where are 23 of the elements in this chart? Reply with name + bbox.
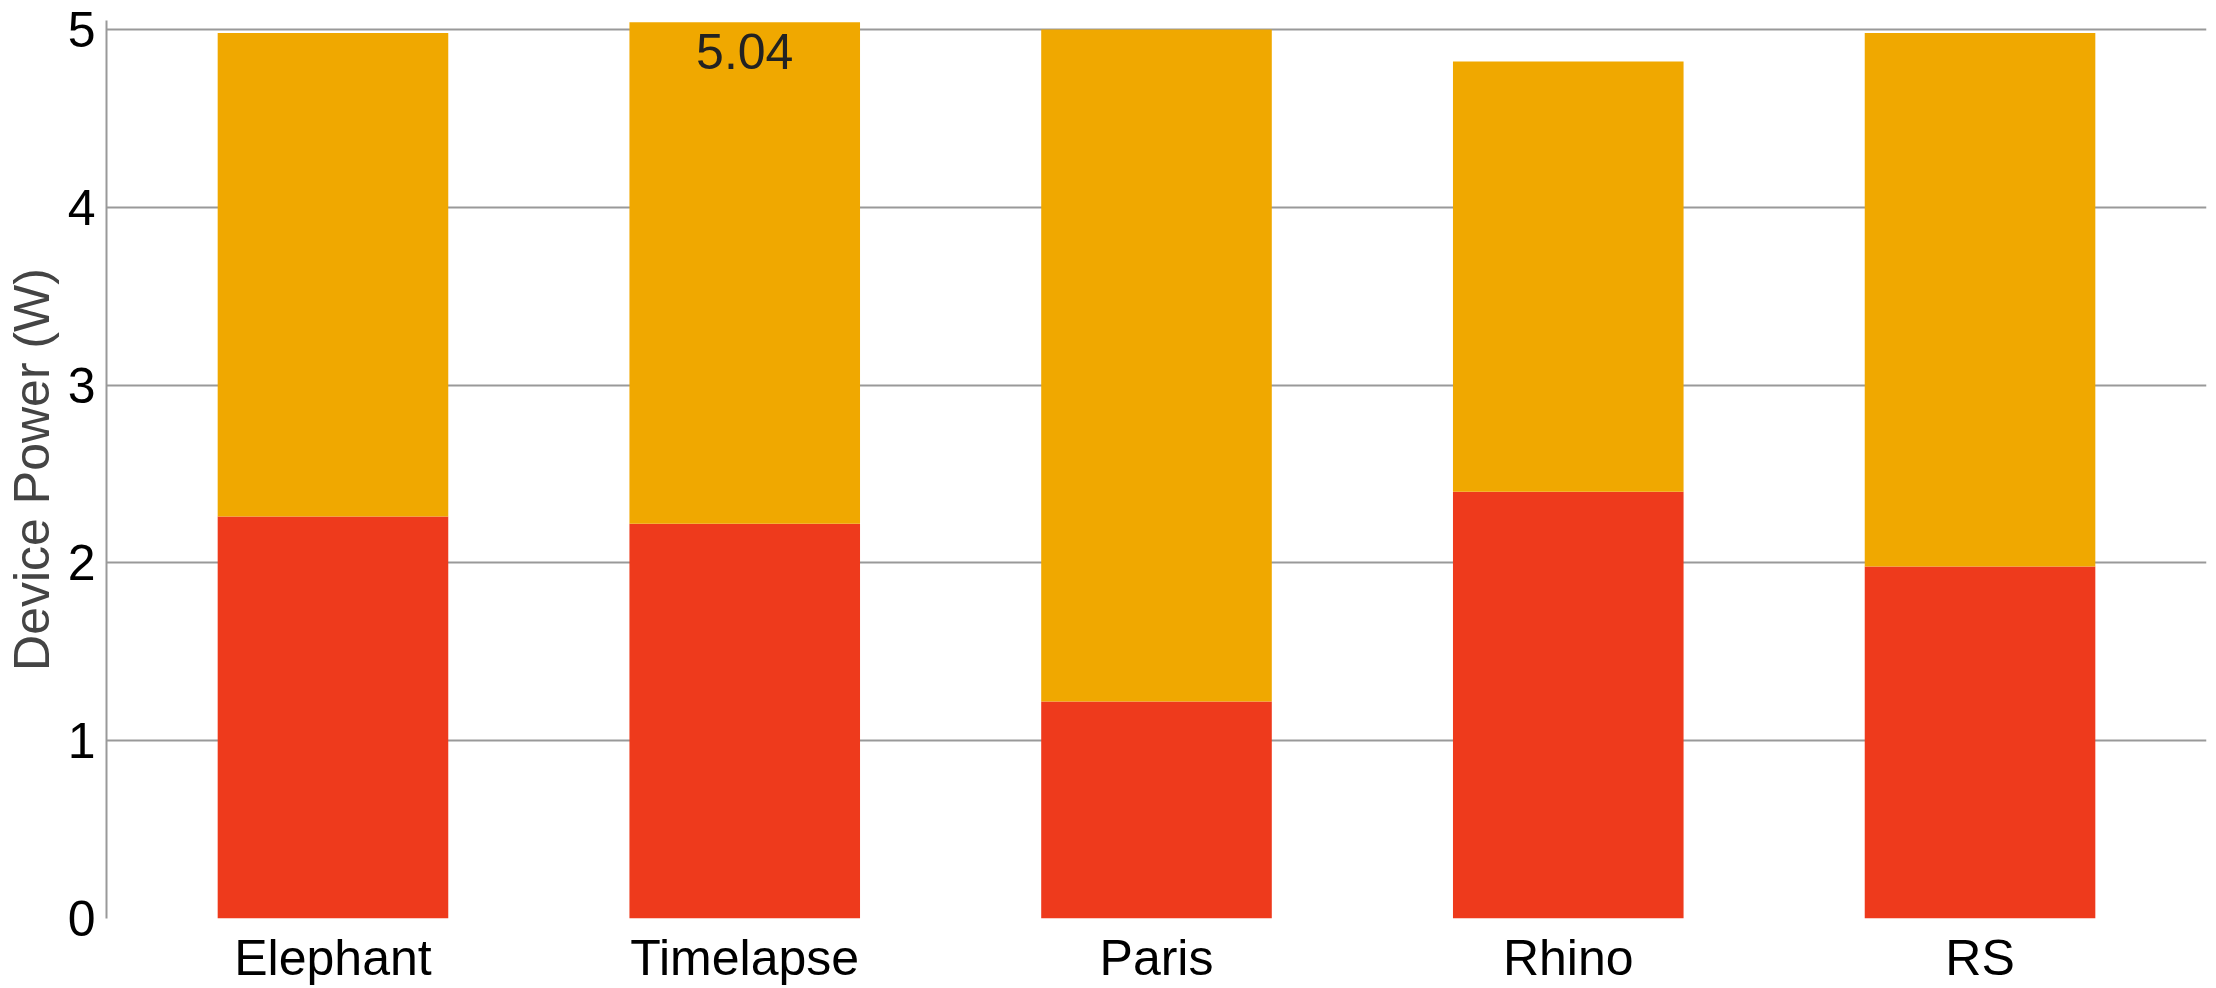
bar <box>629 523 861 919</box>
bar <box>1041 701 1272 919</box>
x-tick-label: RS <box>1945 929 2015 986</box>
bar <box>217 32 449 517</box>
x-tick-label: Rhino <box>1502 929 1634 986</box>
bar <box>217 516 449 919</box>
bar <box>1452 491 1684 919</box>
y-tick-label: 3 <box>67 357 96 414</box>
bar <box>1864 566 2096 919</box>
y-axis-title: Device Power (W) <box>3 268 60 671</box>
bar <box>1864 32 2096 567</box>
y-tick-label: 1 <box>67 713 96 770</box>
bar <box>1041 29 1272 702</box>
x-tick-label: Elephant <box>234 929 432 986</box>
y-tick-label: 4 <box>67 179 96 236</box>
x-tick-label: Paris <box>1099 929 1214 986</box>
y-tick-label: 0 <box>67 891 96 947</box>
total-label: 5.04 <box>696 24 794 81</box>
y-tick-label: 2 <box>67 535 96 592</box>
bar <box>1452 61 1684 492</box>
bar <box>629 22 861 524</box>
x-tick-label: Timelapse <box>630 929 860 986</box>
y-tick-label: 5 <box>67 1 96 58</box>
